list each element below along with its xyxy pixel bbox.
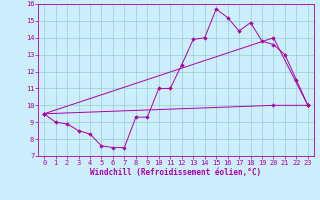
X-axis label: Windchill (Refroidissement éolien,°C): Windchill (Refroidissement éolien,°C)	[91, 168, 261, 177]
